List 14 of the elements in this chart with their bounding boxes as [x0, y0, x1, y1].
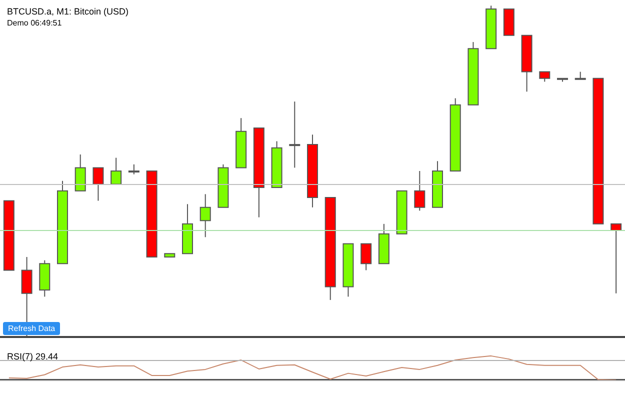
candlestick	[414, 170, 426, 212]
candlestick	[574, 71, 586, 80]
candlestick	[360, 243, 372, 271]
refresh-button: Refresh Data	[3, 322, 60, 335]
candlestick	[539, 71, 550, 82]
chart-title: BTCUSD.a, M1: Bitcoin (USD)	[7, 6, 129, 16]
candlestick	[200, 194, 211, 238]
candlestick	[289, 101, 300, 168]
candlestick	[92, 167, 104, 202]
candlestick	[74, 154, 86, 192]
chart-title: RSI(7) 29.44	[7, 352, 58, 362]
candlestick	[110, 157, 122, 185]
candlestick	[128, 164, 140, 175]
text: Demo 06:49:51	[7, 18, 62, 28]
